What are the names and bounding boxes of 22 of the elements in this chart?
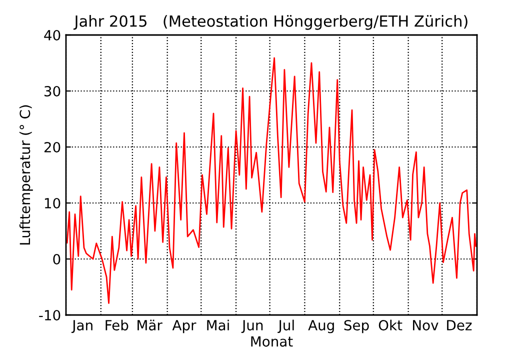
x-tick-label: Jun [241,320,263,334]
y-tick-label: 10 [44,198,60,208]
x-tick-label: Okt [378,320,402,330]
x-tick-label: Sep [344,320,369,334]
y-tick-label: 30 [44,86,60,96]
x-tick-label: Mär [138,320,162,330]
line-series [66,57,477,304]
x-axis-title: Monat [251,336,293,347]
chart-title: Jahr 2015 (Meteostation Hönggerberg/ETH Zürich) [73,15,468,30]
x-tick-label: Mai [207,320,229,330]
x-tick-label: Apr [172,320,196,334]
x-tick-label: Nov [413,320,438,330]
x-tick-label: Feb [106,320,128,330]
y-tick-label: -10 [39,310,60,320]
x-tick-label: Jan [71,320,92,334]
y-tick-label: 40 [44,30,60,40]
y-tick-label: 20 [44,142,60,152]
y-axis-title: Lufttemperatur (° C) [19,105,33,245]
x-tick-label: Dez [447,320,472,330]
y-tick-label: 0 [53,254,60,264]
x-tick-label: Jul [278,320,294,334]
x-tick-label: Aug [308,320,334,334]
